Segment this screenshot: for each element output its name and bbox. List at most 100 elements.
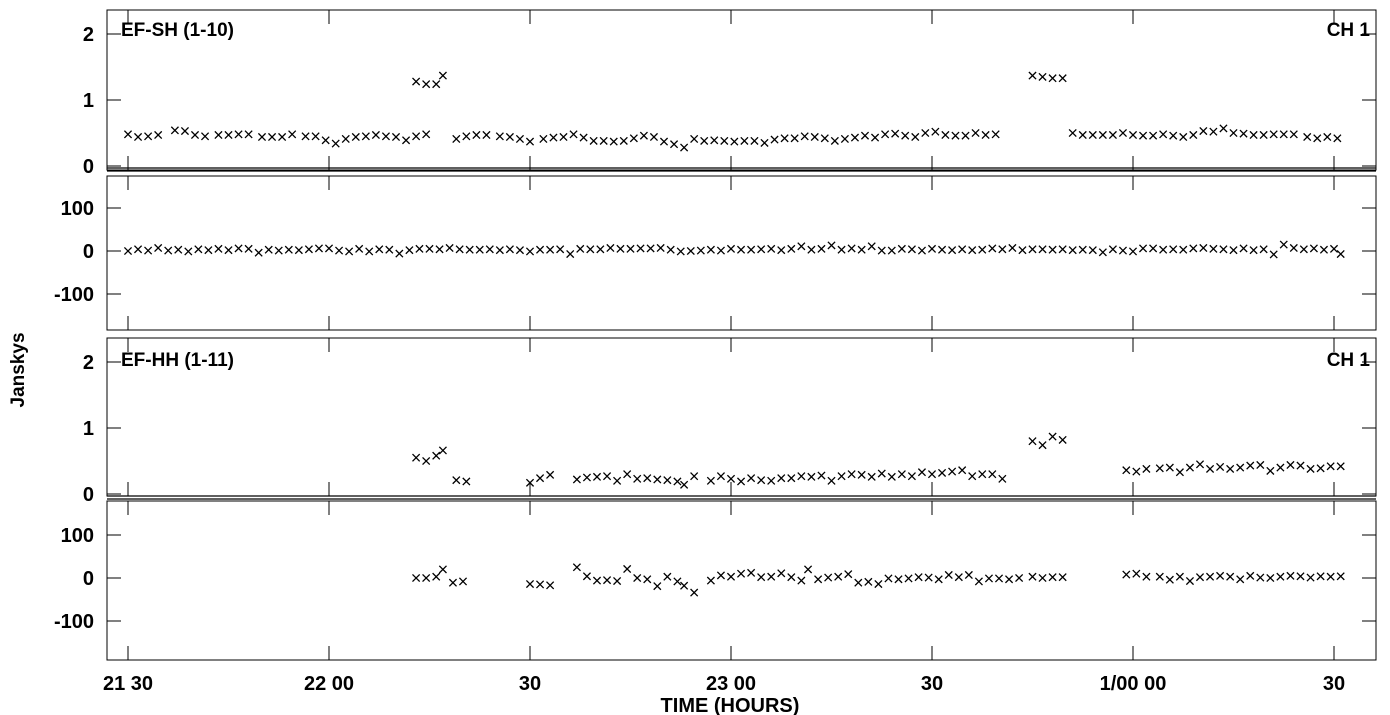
phase-point xyxy=(525,579,535,589)
panel-1: 2 1 0 EF-SH (1-10) CH 1 100 0 -100 xyxy=(54,9,1377,331)
amplitude-point xyxy=(331,139,340,148)
phase-point xyxy=(1296,572,1305,581)
amplitude-point xyxy=(301,132,310,141)
phase-point xyxy=(395,249,404,258)
phase-point xyxy=(787,244,796,253)
phase-point xyxy=(582,572,592,581)
y-tick-label: 100 xyxy=(61,198,94,220)
phase-point xyxy=(696,246,705,255)
amplitude-point xyxy=(602,472,612,481)
phase-point xyxy=(864,577,873,586)
y-tick-label: 0 xyxy=(83,241,94,263)
phase-point xyxy=(706,576,715,585)
phase-point xyxy=(716,246,726,255)
amplitude-point xyxy=(1239,129,1248,138)
amplitude-point xyxy=(432,451,441,460)
phase-point xyxy=(1229,246,1238,255)
amplitude-point xyxy=(680,143,689,152)
phase-point xyxy=(1004,575,1014,584)
phase-point xyxy=(874,579,883,589)
amplitude-frame xyxy=(106,337,1377,497)
phase-point xyxy=(1279,240,1288,249)
phase-point xyxy=(535,580,545,589)
amplitude-point xyxy=(1266,466,1275,475)
amplitude-point xyxy=(311,132,320,141)
phase-point xyxy=(877,246,886,255)
amplitude-point xyxy=(1138,131,1148,140)
phase-point xyxy=(1128,247,1138,256)
amplitude-point xyxy=(1189,130,1198,140)
amplitude-point xyxy=(817,471,826,480)
phase-point xyxy=(455,245,464,254)
amplitude-point xyxy=(777,474,786,483)
phase-point xyxy=(405,246,414,255)
phase-point xyxy=(1149,244,1158,253)
amplitude-point xyxy=(361,132,370,141)
phase-point xyxy=(894,575,903,584)
amplitude-point xyxy=(690,472,699,481)
amplitude-point xyxy=(1132,467,1141,476)
amplitude-point xyxy=(1336,462,1345,471)
phase-point xyxy=(1239,244,1248,253)
phase-point xyxy=(1249,246,1258,255)
phase-point xyxy=(425,244,434,253)
amplitude-point xyxy=(1209,127,1218,136)
phase-point xyxy=(475,245,484,254)
phase-point xyxy=(1286,571,1295,580)
amplitude-point xyxy=(579,133,588,142)
amplitude-point xyxy=(1048,432,1057,441)
phase-point xyxy=(887,246,896,255)
y-tick-label: 0 xyxy=(83,484,94,506)
phase-point xyxy=(968,246,977,255)
amplitude-point xyxy=(623,470,632,479)
phase-point xyxy=(1058,245,1067,254)
phase-point xyxy=(505,245,514,254)
amplitude-point xyxy=(1316,464,1325,473)
amplitude-point xyxy=(267,132,277,142)
amplitude-point xyxy=(288,130,297,139)
phase-point xyxy=(854,578,863,587)
phase-point xyxy=(1165,575,1174,584)
phase-point xyxy=(415,244,424,253)
amplitude-point xyxy=(800,132,809,141)
phase-point xyxy=(546,245,555,254)
amplitude-point xyxy=(988,470,997,479)
phase-point xyxy=(284,245,293,254)
amplitude-point xyxy=(810,132,819,142)
amplitude-point xyxy=(680,480,689,489)
amplitude-point xyxy=(757,476,766,485)
amplitude-point xyxy=(820,134,829,143)
phase-point xyxy=(592,576,602,585)
phase-point xyxy=(777,246,786,255)
baseline-label: EF-SH (1-10) xyxy=(121,20,234,41)
amplitude-point xyxy=(1088,130,1097,140)
amplitude-points xyxy=(412,432,1345,489)
phase-point xyxy=(458,577,468,586)
amplitude-point xyxy=(1179,132,1188,142)
phase-point xyxy=(1199,243,1208,253)
amplitude-point xyxy=(887,472,896,481)
phase-point xyxy=(646,244,655,253)
amplitude-point xyxy=(412,77,421,86)
phase-point xyxy=(757,245,766,254)
amplitude-point xyxy=(726,474,736,483)
amplitude-point xyxy=(1058,435,1067,444)
phase-point xyxy=(194,245,203,254)
phase-point xyxy=(375,245,384,254)
amplitude-point xyxy=(1118,128,1128,138)
amplitude-point xyxy=(1048,74,1057,83)
phase-point xyxy=(304,245,313,254)
phase-point xyxy=(1189,244,1198,253)
phase-point xyxy=(787,573,796,582)
amplitude-point xyxy=(1149,131,1158,140)
amplitude-point xyxy=(860,131,870,140)
amplitude-point xyxy=(1306,464,1315,473)
amplitude-point xyxy=(1236,463,1245,472)
phase-point xyxy=(566,249,575,259)
phase-point xyxy=(576,244,585,253)
amplitude-points xyxy=(123,71,1342,152)
amplitude-point xyxy=(170,126,179,135)
phase-point xyxy=(1015,573,1024,583)
phase-point xyxy=(633,573,642,583)
